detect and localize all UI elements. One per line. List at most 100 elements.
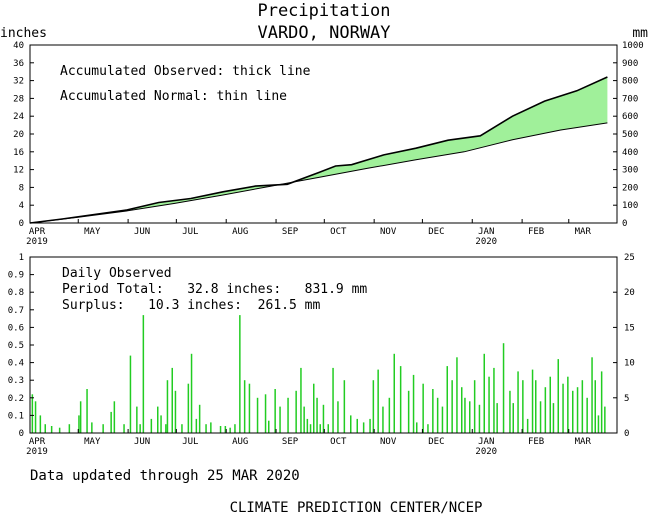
x-tick-label-month: FEB — [528, 227, 544, 237]
annotation-daily-observed: Daily Observed — [62, 266, 172, 281]
x-tick-label-month: JAN — [478, 437, 494, 447]
daily-bar — [502, 343, 505, 433]
daily-bar — [461, 387, 463, 433]
x-tick-label-month: JAN — [478, 227, 494, 237]
y-tick-label-left: 0 — [19, 219, 24, 229]
y-tick-label-left: 8 — [19, 183, 24, 193]
daily-bar — [165, 424, 167, 433]
y-tick-label-left: 0 — [19, 429, 24, 439]
daily-bar — [549, 376, 551, 433]
daily-bar — [234, 424, 236, 433]
x-tick-label-month: AUG — [232, 227, 248, 237]
y-tick-label-left: 24 — [13, 112, 24, 122]
daily-bar — [432, 389, 434, 433]
y-tick-label-right: 0 — [622, 219, 627, 229]
y-tick-label-right: 10 — [624, 359, 635, 369]
y-tick-label-right: 300 — [622, 166, 638, 176]
y-tick-label-left: 40 — [13, 41, 24, 51]
daily-bar — [362, 422, 365, 433]
daily-bar — [478, 404, 481, 433]
daily-bar — [319, 424, 321, 433]
daily-bar — [287, 397, 289, 433]
x-tick-label-month: APR — [29, 437, 46, 447]
daily-bar — [496, 403, 498, 433]
daily-bar — [58, 427, 61, 433]
daily-bar — [150, 418, 153, 433]
daily-bar — [243, 380, 246, 433]
daily-bar — [517, 371, 519, 433]
daily-bar — [473, 380, 476, 433]
y-tick-label-left: 0.2 — [8, 394, 24, 404]
annotation-period-total: Period Total: 32.8 inches: 831.9 mm — [62, 282, 367, 297]
x-tick-label-month: SEP — [282, 437, 299, 447]
daily-bar — [332, 367, 334, 433]
x-tick-label-month: OCT — [330, 437, 347, 447]
x-tick-label-year: 2020 — [475, 237, 497, 247]
daily-bar — [581, 380, 584, 433]
data-updated-note: Data updated through 25 MAR 2020 — [30, 468, 300, 484]
x-tick-label-month: AUG — [232, 437, 248, 447]
daily-bar — [388, 397, 391, 433]
daily-bar — [535, 380, 537, 433]
daily-bar — [256, 397, 259, 433]
daily-bar — [399, 366, 402, 433]
daily-bar — [31, 394, 34, 433]
daily-bar — [309, 424, 312, 433]
daily-bar — [86, 389, 88, 433]
x-tick-label-month: APR — [29, 227, 46, 237]
y-tick-label-left: 36 — [13, 59, 24, 69]
y-tick-label-right: 600 — [622, 112, 638, 122]
y-axis-label-left: inches — [0, 26, 47, 41]
y-tick-label-right: 100 — [622, 201, 638, 211]
daily-bar — [68, 424, 71, 433]
daily-bar — [372, 380, 375, 433]
daily-bar — [350, 415, 352, 433]
daily-bar — [382, 406, 384, 433]
y-tick-label-right: 200 — [622, 183, 638, 193]
daily-bar — [113, 401, 116, 433]
daily-bar — [427, 424, 429, 433]
daily-bar — [160, 415, 162, 433]
y-tick-label-right: 500 — [622, 130, 638, 140]
daily-bar — [483, 353, 485, 433]
y-tick-label-left: 1 — [19, 253, 24, 263]
y-tick-label-right: 25 — [624, 253, 635, 263]
daily-bar — [327, 424, 329, 433]
y-tick-label-right: 800 — [622, 77, 638, 87]
x-tick-label-month: MAR — [575, 437, 592, 447]
x-tick-label-month: JUL — [182, 227, 198, 237]
daily-bar — [594, 380, 596, 433]
y-tick-label-left: 4 — [19, 201, 24, 211]
daily-bar — [456, 357, 458, 433]
x-tick-label-month: SEP — [282, 227, 299, 237]
y-tick-label-left: 32 — [13, 77, 24, 87]
y-tick-label-left: 0.7 — [8, 306, 24, 316]
daily-bar — [102, 424, 104, 433]
daily-bar — [526, 418, 529, 433]
x-tick-label-month: MAY — [84, 437, 101, 447]
x-tick-label-month: FEB — [528, 437, 544, 447]
x-tick-label-year: 2020 — [475, 447, 497, 457]
x-tick-label-year: 2019 — [26, 237, 48, 247]
daily-bar — [174, 390, 177, 433]
y-tick-label-left: 0.5 — [8, 341, 24, 351]
x-tick-label-month: JUN — [134, 227, 150, 237]
chart-title: Precipitation — [257, 1, 390, 21]
daily-bar — [78, 415, 80, 433]
annotation-normal: Accumulated Normal: thin line — [60, 89, 287, 104]
daily-bar — [300, 367, 302, 433]
daily-bar — [562, 383, 564, 433]
chart-subtitle: VARDO, NORWAY — [257, 23, 390, 43]
daily-bar — [322, 404, 325, 433]
daily-bar — [509, 390, 511, 433]
accumulated-normal-line — [29, 122, 608, 224]
daily-bar — [279, 406, 281, 433]
credit-footer: CLIMATE PREDICTION CENTER/NCEP — [230, 500, 483, 516]
daily-bar — [572, 390, 574, 433]
x-tick-label-month: DEC — [428, 227, 444, 237]
top-panel-ticks: 0481216202428323640010020030040050060070… — [13, 41, 644, 247]
daily-bar — [597, 415, 600, 433]
accumulated-lines — [29, 76, 608, 224]
y-tick-label-right: 15 — [624, 323, 635, 333]
